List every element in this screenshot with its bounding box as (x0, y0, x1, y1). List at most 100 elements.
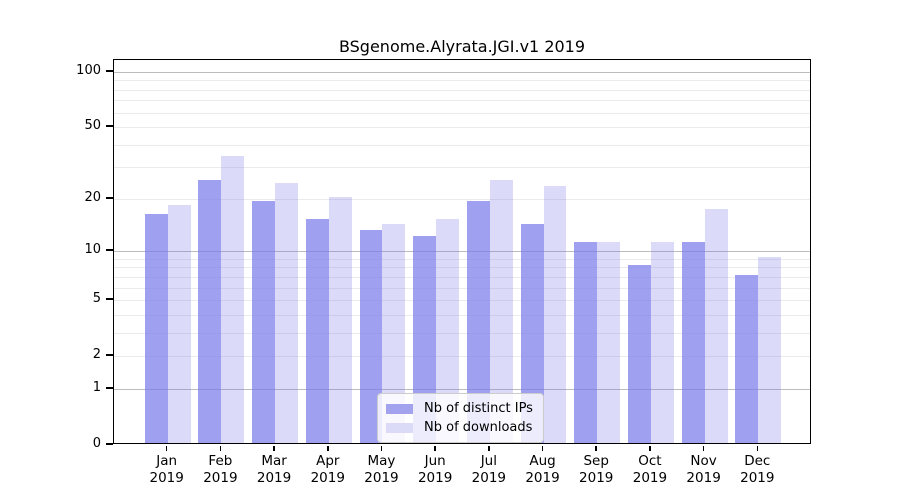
x-tick-label: Feb 2019 (193, 453, 247, 487)
gridline-minor (114, 100, 810, 102)
gridline-minor (114, 287, 810, 289)
y-tick (106, 354, 113, 356)
y-tick-label: 1 (92, 379, 101, 395)
gridline-minor (114, 80, 810, 82)
gridline-minor (114, 276, 810, 278)
bar-distinct-ips-aug (520, 224, 544, 443)
x-tick-label: Dec 2019 (730, 453, 784, 487)
gridline-minor (114, 112, 810, 114)
y-tick-label: 50 (84, 118, 101, 134)
x-tick-year: 2019 (579, 470, 614, 486)
x-tick-year: 2019 (740, 470, 775, 486)
gridline-major (114, 71, 810, 73)
y-tick-label: 2 (92, 347, 101, 363)
x-tick-label: Sep 2019 (569, 453, 623, 487)
bar-distinct-ips-jan (144, 213, 168, 443)
legend-item-distinct-ips: Nb of distinct IPs (386, 401, 533, 416)
x-tick-year: 2019 (471, 470, 507, 486)
x-tick (595, 445, 598, 451)
x-tick (488, 445, 490, 451)
gridline-minor (114, 332, 810, 334)
bar-downloads-apr (328, 196, 352, 443)
gridline-minor (114, 127, 810, 129)
x-tick-label: Nov 2019 (677, 453, 731, 487)
gridline-minor (114, 89, 810, 91)
x-tick (756, 445, 759, 451)
gridline-minor (114, 144, 810, 146)
y-tick (106, 70, 113, 72)
y-tick-label: 20 (84, 189, 101, 205)
x-tick-year: 2019 (203, 470, 238, 486)
x-tick-year: 2019 (310, 470, 345, 486)
x-tick (273, 445, 275, 451)
x-tick-label: Jun 2019 (408, 453, 462, 487)
bar-downloads-oct (650, 242, 674, 443)
x-tick (219, 445, 222, 451)
gridline-minor (114, 167, 810, 169)
x-tick-year: 2019 (686, 470, 721, 486)
bar-distinct-ips-feb (198, 179, 222, 443)
x-tick-label: Jan 2019 (140, 453, 194, 487)
gridline-minor (114, 267, 810, 269)
x-tick-label: May 2019 (354, 453, 408, 487)
y-tick-label: 10 (84, 242, 101, 258)
chart-title: BSgenome.Alyrata.JGI.v1 2019 (338, 37, 586, 56)
bar-distinct-ips-may (359, 229, 383, 443)
y-tick (106, 298, 113, 300)
bar-distinct-ips-jul (466, 200, 490, 443)
bar-distinct-ips-mar (252, 200, 276, 443)
bar-downloads-mar (275, 182, 298, 443)
x-tick-year: 2019 (364, 470, 399, 486)
x-tick (649, 445, 651, 451)
x-tick (380, 445, 383, 451)
bar-downloads-jan (167, 204, 191, 443)
gridline-minor (114, 314, 810, 316)
legend-item-downloads: Nb of downloads (386, 420, 533, 435)
x-tick (326, 445, 329, 451)
bar-downloads-aug (543, 186, 567, 443)
x-tick-year: 2019 (632, 470, 668, 486)
gridline-minor (114, 198, 810, 200)
y-tick-label: 5 (92, 291, 101, 307)
bar-distinct-ips-dec (735, 274, 759, 443)
y-tick (106, 249, 113, 251)
x-tick-label: Aug 2019 (516, 453, 570, 487)
bar-distinct-ips-jun (413, 235, 437, 443)
legend-swatch-downloads (386, 422, 413, 433)
x-tick-label: Apr 2019 (301, 453, 355, 487)
y-tick (106, 387, 113, 389)
x-tick (702, 445, 705, 451)
y-tick (106, 125, 113, 127)
x-tick-year: 2019 (256, 470, 292, 486)
legend-label-distinct-ips: Nb of distinct IPs (424, 401, 533, 416)
bar-downloads-nov (704, 209, 728, 443)
x-tick (541, 445, 544, 451)
legend-label-downloads: Nb of downloads (424, 420, 533, 435)
bar-downloads-sep (597, 242, 621, 443)
x-tick-label: Oct 2019 (623, 453, 677, 487)
y-tick (106, 443, 113, 445)
gridline-major (114, 251, 810, 253)
bar-distinct-ips-apr (305, 218, 329, 443)
y-tick-label: 100 (76, 62, 101, 78)
bar-downloads-jul (489, 179, 513, 443)
bar-distinct-ips-oct (628, 265, 651, 443)
gridline-minor (114, 300, 810, 302)
bar-downloads-feb (221, 155, 245, 443)
plot-area: Nb of distinct IPs Nb of downloads (113, 59, 811, 444)
bar-downloads-dec (758, 256, 782, 443)
x-tick (165, 445, 168, 451)
bar-downloads-jun (436, 218, 460, 443)
gridline-minor (114, 258, 810, 260)
bar-distinct-ips-nov (681, 242, 705, 443)
gridline-major (114, 388, 810, 390)
bar-distinct-ips-sep (574, 242, 598, 443)
x-tick-year: 2019 (525, 470, 560, 486)
x-tick-label: Mar 2019 (247, 453, 301, 487)
legend-swatch-distinct-ips (386, 403, 413, 414)
x-tick (434, 445, 436, 451)
y-tick (106, 197, 113, 199)
x-tick-year: 2019 (417, 470, 453, 486)
gridline-minor (114, 356, 810, 358)
